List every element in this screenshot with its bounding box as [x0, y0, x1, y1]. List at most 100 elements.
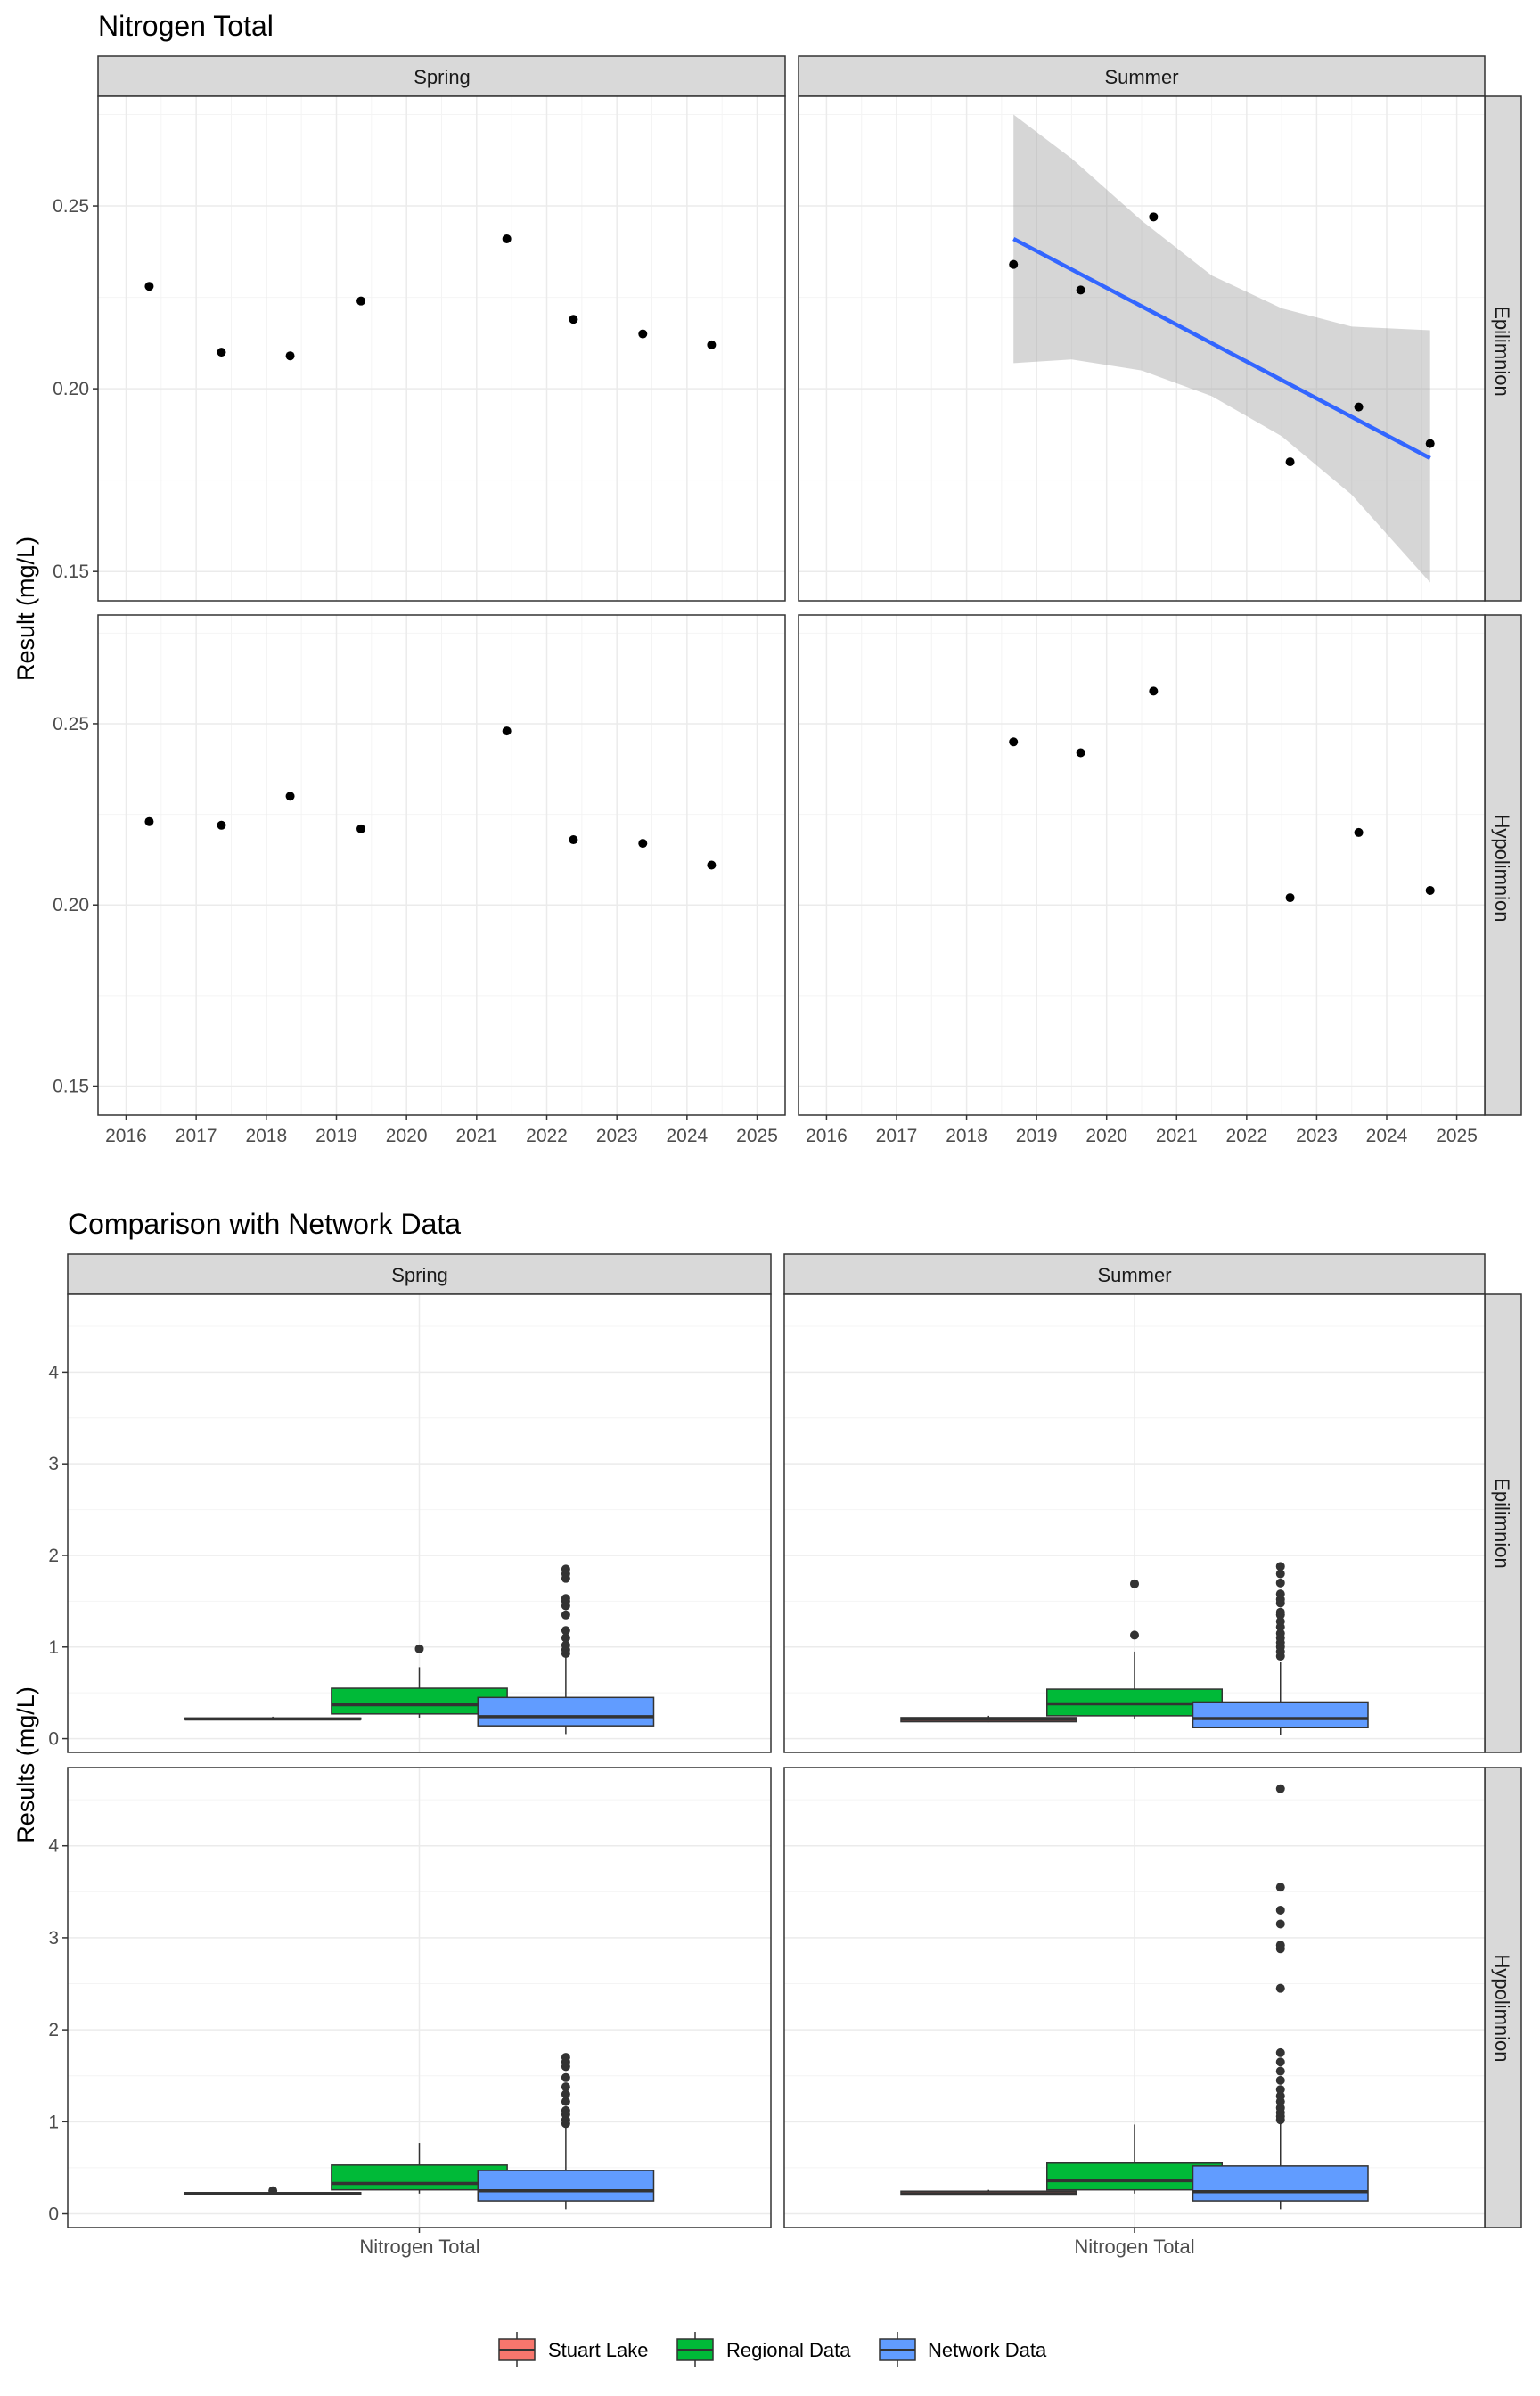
box-stuart-lake — [900, 1715, 1077, 1723]
outlier-point — [561, 2072, 570, 2082]
y-tick-label: 3 — [48, 1454, 59, 1474]
outlier-point — [561, 1640, 570, 1650]
strip-epilimnion — [1484, 1293, 1522, 1753]
y-tick-label: 0.20 — [53, 895, 89, 915]
y-tick-label: 4 — [48, 1362, 59, 1383]
outlier-point — [561, 1610, 570, 1620]
data-point — [1354, 827, 1364, 837]
outlier-point — [1275, 2091, 1285, 2101]
strip-spring — [67, 1253, 772, 1295]
data-point — [144, 282, 154, 291]
outlier-point — [1275, 2103, 1285, 2113]
outlier-point — [268, 2186, 278, 2195]
outlier-point — [561, 1633, 570, 1643]
strip-spring — [97, 55, 786, 97]
y-tick-label: 1 — [48, 2112, 59, 2132]
outlier-point — [561, 2053, 570, 2063]
data-point — [217, 820, 226, 830]
strip-epilimnion — [1484, 95, 1522, 602]
outlier-point — [1275, 1616, 1285, 1626]
panel-border — [798, 614, 1486, 1116]
data-point — [569, 835, 578, 845]
data-point — [502, 234, 512, 243]
x-tick-label: 2025 — [736, 1126, 778, 1146]
panel — [783, 1293, 1486, 1753]
data-point — [1009, 259, 1019, 269]
panel: 2016 2017 2018 2019 2020 2021 2022 2023 2024 2025 — [798, 614, 1486, 1146]
y-tick-label: 4 — [48, 1836, 59, 1857]
outlier-point — [561, 1594, 570, 1604]
y-tick-label: 2 — [48, 1546, 59, 1566]
box-network-data — [1192, 1562, 1369, 1735]
y-axis-label: Results (mg/L) — [12, 1686, 39, 1843]
x-tick-label: 2023 — [596, 1126, 638, 1146]
data-point — [1285, 893, 1295, 903]
outlier-point — [1130, 1630, 1139, 1640]
box-network-data — [1192, 1784, 1369, 2210]
outlier-point — [1275, 1589, 1285, 1599]
box — [1192, 2165, 1369, 2202]
panel-border — [798, 95, 1486, 602]
outlier-point — [561, 2105, 570, 2115]
x-tick-label: 2019 — [315, 1126, 357, 1146]
data-point — [569, 315, 578, 324]
box — [477, 2170, 655, 2202]
outlier-point — [561, 2082, 570, 2092]
x-tick-label: 2024 — [1366, 1126, 1408, 1146]
x-tick-label: 2017 — [176, 1126, 217, 1146]
strip-label-epilimnion: Epilimnion — [1491, 1478, 1513, 1569]
outlier-point — [1275, 2085, 1285, 2095]
outlier-point — [1275, 1983, 1285, 1993]
data-point — [1149, 686, 1159, 696]
x-tick-label: 2021 — [1156, 1126, 1198, 1146]
outlier-point — [1275, 1883, 1285, 1892]
data-point — [1354, 402, 1364, 412]
y-tick-label: 0 — [48, 1729, 59, 1750]
y-tick-label: 2 — [48, 2020, 59, 2040]
y-tick-label: 0.25 — [53, 714, 89, 734]
data-point — [1285, 457, 1295, 467]
strip-summer — [798, 55, 1486, 97]
box — [477, 1696, 655, 1727]
outlier-point — [561, 1564, 570, 1574]
data-point — [1009, 737, 1019, 747]
strip-hypolimnion — [1484, 1767, 1522, 2228]
x-tick-label: 2025 — [1436, 1126, 1478, 1146]
panel: 0 1 2 3 4 — [48, 1767, 772, 2233]
outlier-point — [1275, 1569, 1285, 1579]
data-point — [502, 726, 512, 736]
trend-line — [1012, 236, 1431, 461]
x-tick-label: 2021 — [455, 1126, 497, 1146]
panel: 0 1 2 3 4 — [48, 1293, 772, 1753]
box-stuart-lake — [900, 2189, 1077, 2196]
outlier-point — [561, 2096, 570, 2106]
x-tick-label: 2018 — [245, 1126, 287, 1146]
outlier-point — [1275, 2057, 1285, 2067]
panel — [798, 95, 1486, 602]
data-point — [144, 816, 154, 826]
outlier-point — [1275, 2066, 1285, 2076]
x-tick-label: 2016 — [105, 1126, 147, 1146]
strip-label-epilimnion: Epilimnion — [1491, 306, 1513, 397]
strip-label-hypolimnion: Hypolimnion — [1491, 814, 1513, 922]
outlier-point — [1275, 2047, 1285, 2057]
panel-border — [97, 614, 786, 1116]
panel: 0.15 0.20 0.25 2016 2017 2018 2019 2020 2021 2022… — [53, 614, 786, 1146]
chart-title: Comparison with Network Data — [68, 1208, 461, 1240]
data-point — [356, 296, 366, 306]
outlier-point — [414, 1644, 424, 1653]
boxplot-chart: Comparison with Network Data Results (mg… — [12, 1208, 1522, 2258]
outlier-point — [1275, 1919, 1285, 1929]
outlier-point — [1275, 1941, 1285, 1950]
box-stuart-lake — [184, 2186, 362, 2195]
legend-label-stuart-lake: Stuart Lake — [548, 2339, 649, 2361]
y-tick-label: 0.20 — [53, 379, 89, 399]
y-tick-label: 0.15 — [53, 1076, 89, 1096]
legend-label-network-data: Network Data — [928, 2339, 1047, 2361]
data-point — [1149, 212, 1159, 222]
panel-border — [783, 1293, 1486, 1753]
box-network-data — [477, 2053, 655, 2210]
data-point — [638, 329, 648, 339]
x-tick-label: 2016 — [806, 1126, 848, 1146]
